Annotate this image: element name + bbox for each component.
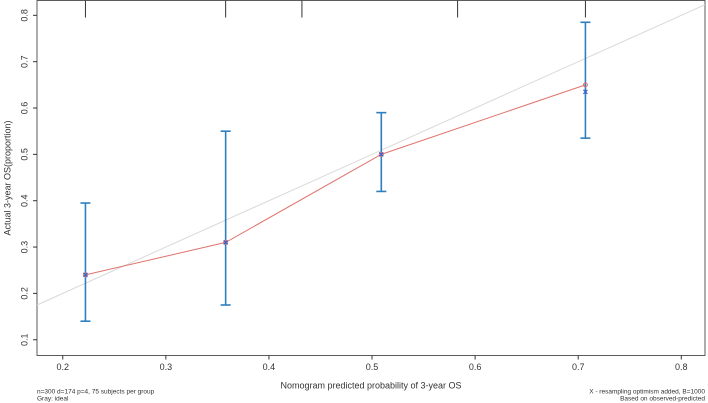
corrected-point [378,151,384,157]
observed-point [378,151,384,157]
y-tick-label: 0.8 [19,9,29,22]
corrected-point [582,89,588,95]
y-axis-label: Actual 3-year OS(proportion) [2,120,12,235]
ideal-line [36,4,706,306]
y-tick-label: 0.1 [19,333,29,346]
x-tick-label: 0.2 [57,362,70,372]
x-axis-label: Nomogram predicted probability of 3-year… [280,380,461,390]
x-tick-label: 0.8 [675,362,688,372]
x-tick-label: 0.4 [263,362,276,372]
plot-frame [36,0,706,356]
y-tick-label: 0.6 [19,102,29,115]
x-tick-label: 0.3 [160,362,173,372]
y-tick-label: 0.3 [19,241,29,254]
y-tick-label: 0.2 [19,287,29,300]
corrected-point [83,272,88,278]
x-tick-label: 0.6 [469,362,482,372]
observed-point [82,272,88,278]
y-tick-label: 0.4 [19,194,29,207]
note: X - resampling optimism added, B=1000 [589,389,705,396]
note: Gray: ideal [37,396,69,403]
x-tick-label: 0.5 [366,362,379,372]
observed-line [85,84,586,276]
corrected-point [223,239,229,245]
note: Based on observed-predicted [620,396,705,403]
x-tick-label: 0.7 [572,362,585,372]
observed-point [223,239,229,245]
y-tick-label: 0.7 [19,55,29,68]
note: n=300 d=174 p=4, 75 subjects per group [37,389,155,396]
y-tick-label: 0.5 [19,148,29,161]
observed-point [582,82,588,88]
